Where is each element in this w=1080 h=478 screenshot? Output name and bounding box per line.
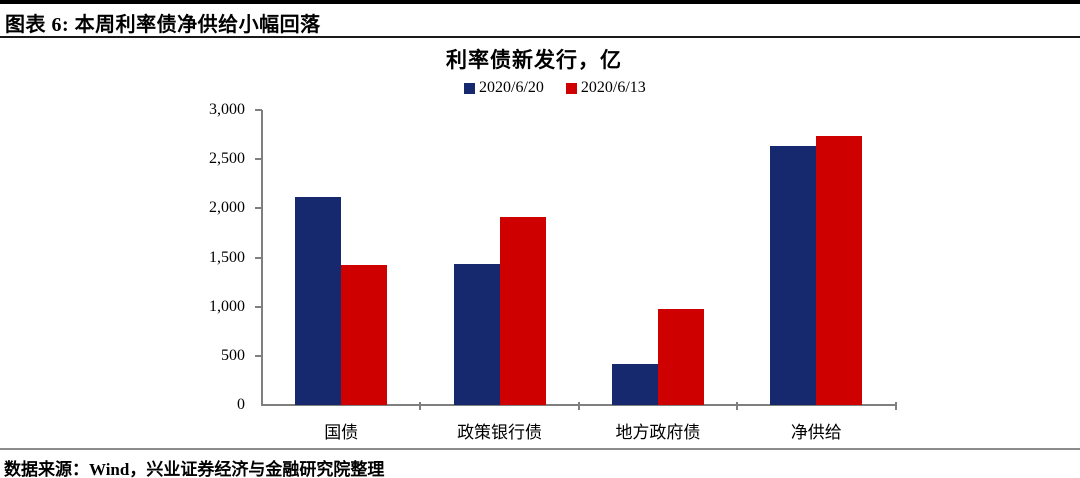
legend-label: 2020/6/13 — [580, 79, 646, 96]
bar-2020/6/20-国债 — [295, 196, 342, 405]
x-axis-tick — [577, 402, 580, 410]
bar-2020/6/20-净供给 — [770, 146, 817, 405]
x-axis-label: 地方政府债 — [615, 423, 701, 442]
y-axis-label: 3,000 — [209, 101, 245, 118]
footer-divider — [0, 448, 1080, 450]
top-rule — [0, 0, 1080, 4]
x-axis-tick — [419, 402, 422, 410]
bar-2020/6/20-地方政府债 — [611, 363, 658, 405]
y-axis-tick — [255, 305, 262, 308]
y-axis-label: 0 — [237, 396, 245, 413]
bar-2020/6/13-地方政府债 — [657, 308, 704, 405]
legend-swatch-red — [565, 82, 577, 94]
source-note: 数据来源：Wind，兴业证券经济与金融研究院整理 — [4, 460, 385, 478]
legend-item-series-1: 2020/6/20 — [464, 79, 544, 97]
bar-2020/6/20-政策银行债 — [453, 264, 500, 405]
bar-2020/6/13-国债 — [341, 265, 388, 405]
chart-title: 利率债新发行，亿 — [446, 48, 622, 72]
y-axis-tick — [255, 256, 262, 259]
x-axis-label: 政策银行债 — [457, 423, 543, 442]
page-title: 图表 6: 本周利率债净供给小幅回落 — [5, 14, 321, 36]
y-axis-label: 2,000 — [209, 199, 245, 217]
x-axis-label: 净供给 — [790, 423, 842, 442]
chart-legend: 2020/6/20 2020/6/13 — [464, 79, 646, 97]
x-axis-tick — [894, 402, 897, 410]
bar-2020/6/13-净供给 — [816, 135, 863, 405]
y-axis-label: 2,500 — [209, 150, 245, 168]
y-axis-label: 1,500 — [209, 248, 245, 266]
y-axis-tick — [255, 158, 262, 161]
y-axis-line — [261, 110, 263, 406]
y-axis-label: 500 — [221, 346, 245, 364]
y-axis-tick — [255, 109, 262, 111]
legend-item-series-2: 2020/6/13 — [565, 79, 646, 97]
y-axis-tick — [255, 354, 262, 357]
x-axis-label: 国债 — [324, 423, 359, 442]
y-axis-tick — [255, 207, 262, 210]
legend-label: 2020/6/20 — [479, 79, 544, 96]
y-axis-label: 1,000 — [209, 297, 245, 315]
title-divider — [0, 36, 1080, 38]
x-axis-tick — [736, 402, 739, 410]
legend-swatch-blue — [464, 82, 475, 94]
bar-2020/6/13-政策银行债 — [499, 217, 546, 405]
